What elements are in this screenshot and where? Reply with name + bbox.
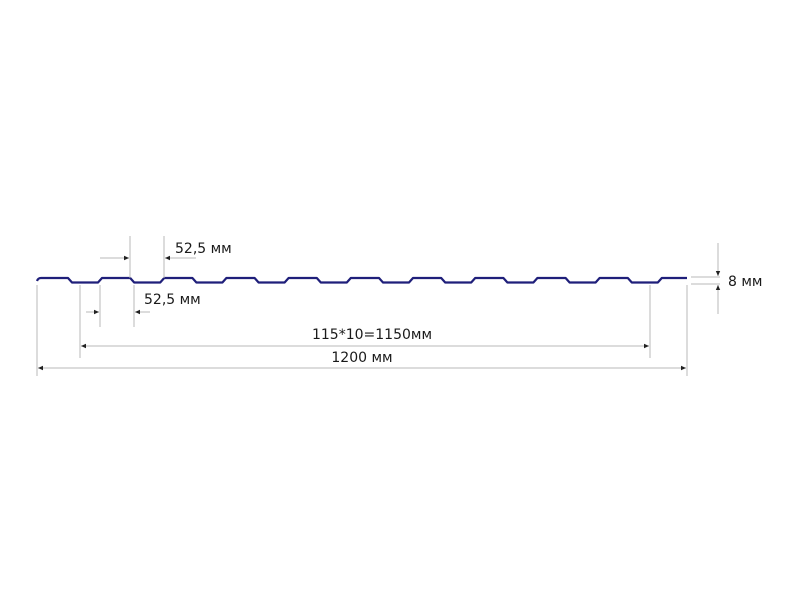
total-width-label: 1200 мм [331, 350, 392, 366]
working-width-label: 115*10=1150мм [312, 327, 432, 343]
rib-top-dimension: 52,5 мм [100, 236, 232, 278]
total-width-dimension: 1200 мм [36, 285, 688, 376]
working-width-dimension: 115*10=1150мм [79, 285, 651, 358]
height-dimension: 8 мм [691, 243, 762, 314]
rib-bottom-width-label: 52,5 мм [144, 292, 201, 308]
rib-bottom-dimension: 52,5 мм [86, 285, 201, 327]
height-label: 8 мм [728, 274, 762, 290]
rib-top-width-label: 52,5 мм [175, 241, 232, 257]
sheet-profile [35, 276, 687, 284]
